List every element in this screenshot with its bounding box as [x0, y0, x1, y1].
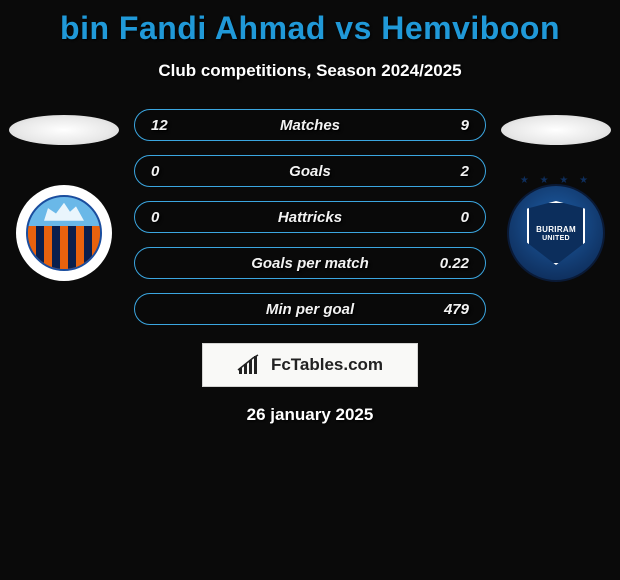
- stat-right-value: 0: [419, 209, 469, 226]
- page-title: bin Fandi Ahmad vs Hemviboon: [0, 10, 620, 47]
- stats-list: 12 Matches 9 0 Goals 2 0 Hattricks 0 Goa…: [134, 109, 486, 325]
- stat-left-value: 0: [151, 209, 201, 226]
- stat-row: 0 Goals 2: [134, 155, 486, 187]
- stat-label: Hattricks: [201, 209, 419, 226]
- stat-label: Goals per match: [201, 255, 419, 272]
- brand-label: FcTables.com: [271, 355, 383, 375]
- stat-right-value: 2: [419, 163, 469, 180]
- left-club-crest: [14, 183, 114, 283]
- player-photo-placeholder-left: [9, 115, 119, 145]
- stat-label: Min per goal: [201, 301, 419, 318]
- chart-bars-icon: [237, 354, 263, 376]
- left-player-column: [4, 115, 124, 283]
- stat-right-value: 479: [419, 301, 469, 318]
- brand-watermark: FcTables.com: [202, 343, 418, 387]
- player-photo-placeholder-right: [501, 115, 611, 145]
- crest-text-line1: BURIRAM: [536, 225, 576, 234]
- stat-label: Goals: [201, 163, 419, 180]
- page-subtitle: Club competitions, Season 2024/2025: [0, 61, 620, 81]
- stat-right-value: 9: [419, 117, 469, 134]
- stat-row: Min per goal 479: [134, 293, 486, 325]
- stat-row: Goals per match 0.22: [134, 247, 486, 279]
- stat-label: Matches: [201, 117, 419, 134]
- stat-left-value: 12: [151, 117, 201, 134]
- stat-row: 0 Hattricks 0: [134, 201, 486, 233]
- right-club-crest: ★ ★ ★ ★ BURIRAM UNITED: [506, 183, 606, 283]
- date-label: 26 january 2025: [0, 405, 620, 425]
- stat-row: 12 Matches 9: [134, 109, 486, 141]
- stat-left-value: 0: [151, 163, 201, 180]
- crest-text-line2: UNITED: [542, 235, 570, 242]
- right-player-column: ★ ★ ★ ★ BURIRAM UNITED: [496, 115, 616, 283]
- stat-right-value: 0.22: [419, 255, 469, 272]
